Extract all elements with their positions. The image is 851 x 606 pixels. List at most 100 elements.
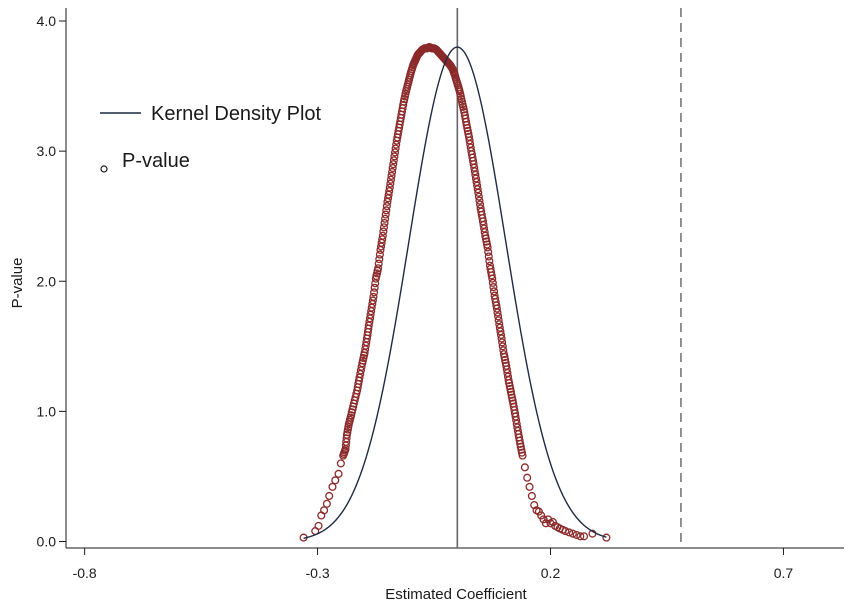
- pvalue-point: [565, 528, 574, 537]
- pvalue-point: [517, 448, 527, 457]
- x-tick-label: -0.8: [73, 565, 97, 581]
- pvalue-point: [382, 202, 391, 211]
- pvalue-point: [334, 469, 343, 478]
- pvalue-point: [380, 218, 389, 228]
- pvalue-point: [325, 491, 334, 501]
- pvalue-point: [523, 473, 532, 482]
- y-tick-label: 3.0: [37, 143, 57, 159]
- pvalue-point: [489, 287, 499, 296]
- pvalue-point: [487, 271, 496, 280]
- pvalue-point: [322, 499, 331, 508]
- pvalue-point: [496, 330, 506, 339]
- pvalue-point: [506, 387, 515, 396]
- pvalue-point: [481, 234, 490, 243]
- pvalue-point: [527, 491, 536, 501]
- axes: [65, 8, 844, 549]
- legend: Kernel Density Plot P-value: [100, 103, 322, 173]
- pvalue-point: [499, 350, 508, 359]
- pvalue-point: [378, 231, 387, 240]
- y-tick-label: 4.0: [37, 13, 57, 29]
- x-axis-label: Estimated Coefficient: [385, 586, 527, 603]
- pvalue-point: [388, 163, 397, 173]
- pvalue-point: [489, 283, 498, 292]
- pvalue-point: [399, 100, 408, 109]
- y-axis-label: P-value: [9, 258, 26, 309]
- pvalue-point: [473, 185, 482, 194]
- pvalue-point: [381, 214, 390, 223]
- pvalue-point: [389, 160, 398, 169]
- pvalue-point: [463, 123, 472, 133]
- pvalue-points: [299, 42, 611, 542]
- legend-item-kernel-density: Kernel Density Plot: [151, 103, 322, 125]
- pvalue-point: [520, 463, 529, 472]
- pvalue-point: [462, 121, 471, 130]
- pvalue-point: [374, 259, 383, 268]
- pvalue-point: [517, 445, 526, 454]
- pvalue-point: [387, 171, 396, 180]
- pvalue-point: [375, 255, 384, 264]
- pvalue-point: [579, 532, 589, 541]
- pvalue-point: [379, 223, 389, 232]
- pvalue-point: [488, 274, 497, 283]
- pvalue-point: [320, 506, 329, 515]
- pvalue-point: [482, 237, 491, 246]
- pvalue-point: [492, 304, 501, 313]
- pvalue-point: [483, 243, 492, 252]
- reference-lines: [456, 8, 682, 548]
- pvalue-point: [390, 148, 400, 157]
- pvalue-point: [328, 482, 337, 491]
- pvalue-point: [508, 393, 517, 402]
- pvalue-point: [370, 288, 379, 297]
- pvalue-point: [516, 442, 525, 451]
- x-tick-label: -0.3: [306, 565, 330, 581]
- pvalue-point: [504, 376, 513, 385]
- pvalue-point: [381, 210, 390, 219]
- pvalue-point: [484, 247, 493, 257]
- pvalue-point: [474, 188, 483, 197]
- pvalue-point: [474, 192, 483, 201]
- pvalue-point: [484, 252, 493, 261]
- x-tick-label: 0.2: [541, 565, 561, 581]
- pvalue-point: [379, 227, 388, 236]
- pvalue-point: [494, 312, 503, 321]
- pvalue-point: [370, 283, 379, 292]
- pvalue-point: [378, 235, 387, 244]
- pvalue-point: [369, 292, 378, 301]
- pvalue-point: [386, 179, 395, 188]
- pvalue-point: [385, 183, 394, 192]
- pvalue-point: [493, 308, 502, 317]
- pvalue-point: [497, 334, 506, 343]
- legend-item-pvalue: P-value: [122, 150, 190, 172]
- pvalue-point: [375, 250, 384, 259]
- pvalue-point: [336, 459, 345, 468]
- pvalue-point: [488, 278, 497, 287]
- x-tick-label: 0.7: [774, 565, 794, 581]
- pvalue-point: [568, 529, 577, 538]
- ticks: -0.8 -0.3 0.2 0.7 0.0 1.0 2.0 3.0 4.0: [37, 13, 794, 581]
- pvalue-point: [525, 482, 534, 491]
- pvalue-point: [331, 476, 340, 485]
- pvalue-point: [498, 342, 507, 351]
- pvalue-point: [506, 384, 515, 393]
- pvalue-point: [388, 167, 397, 177]
- pvalue-point: [561, 527, 570, 536]
- pvalue-point: [391, 144, 400, 153]
- pvalue-point: [498, 338, 507, 347]
- pvalue-point: [314, 521, 323, 530]
- pvalue-point: [481, 231, 490, 240]
- pvalue-point: [463, 126, 472, 136]
- pvalue-point: [482, 240, 492, 249]
- pvalue-point: [382, 206, 391, 215]
- pvalue-point: [507, 390, 516, 399]
- pvalue-point: [516, 439, 525, 448]
- y-tick-label: 1.0: [37, 403, 57, 419]
- pvalue-point: [500, 352, 509, 362]
- pvalue-point: [505, 379, 514, 388]
- pvalue-point: [475, 196, 484, 205]
- pvalue-point: [386, 175, 395, 184]
- pvalue-point: [602, 533, 611, 542]
- pvalue-point: [390, 152, 399, 161]
- kernel-density-line: [303, 46, 607, 539]
- pvalue-point: [385, 187, 394, 196]
